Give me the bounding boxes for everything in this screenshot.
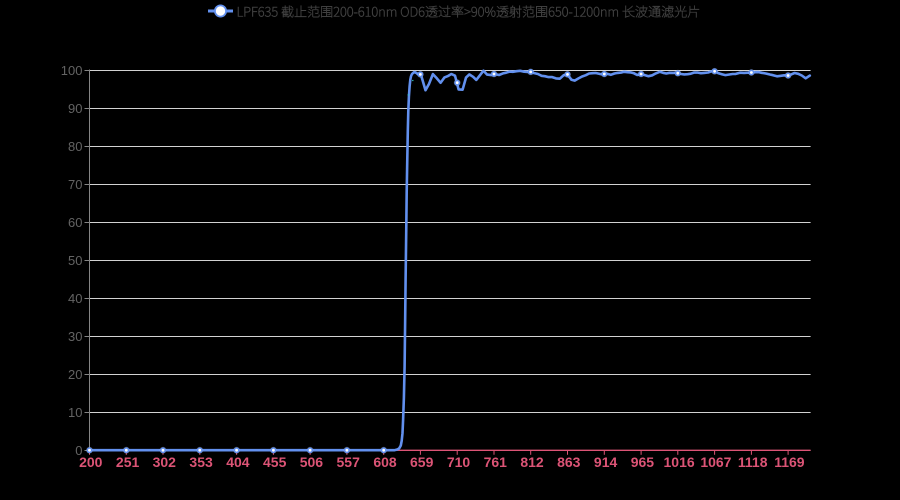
svg-text:761: 761 (484, 454, 508, 470)
svg-text:506: 506 (300, 454, 324, 470)
svg-text:353: 353 (189, 454, 213, 470)
svg-text:965: 965 (631, 454, 655, 470)
svg-text:710: 710 (447, 454, 471, 470)
svg-text:60: 60 (68, 215, 82, 230)
svg-text:1016: 1016 (664, 454, 695, 470)
svg-text:557: 557 (337, 454, 361, 470)
svg-text:455: 455 (263, 454, 287, 470)
svg-text:659: 659 (410, 454, 434, 470)
svg-text:1067: 1067 (700, 454, 731, 470)
svg-text:100: 100 (61, 63, 83, 78)
svg-text:863: 863 (557, 454, 581, 470)
svg-text:20: 20 (68, 367, 82, 382)
svg-text:812: 812 (520, 454, 544, 470)
svg-text:404: 404 (226, 454, 250, 470)
svg-text:608: 608 (373, 454, 397, 470)
svg-text:1169: 1169 (774, 454, 805, 470)
svg-text:80: 80 (68, 139, 82, 154)
svg-text:10: 10 (68, 405, 82, 420)
svg-text:70: 70 (68, 177, 82, 192)
svg-text:30: 30 (68, 329, 82, 344)
svg-text:50: 50 (68, 253, 82, 268)
svg-text:914: 914 (594, 454, 618, 470)
svg-text:0: 0 (75, 443, 82, 458)
svg-text:200: 200 (79, 454, 103, 470)
svg-text:251: 251 (116, 454, 140, 470)
svg-text:90: 90 (68, 101, 82, 116)
svg-text:302: 302 (153, 454, 177, 470)
svg-text:40: 40 (68, 291, 82, 306)
svg-text:1118: 1118 (738, 454, 768, 470)
